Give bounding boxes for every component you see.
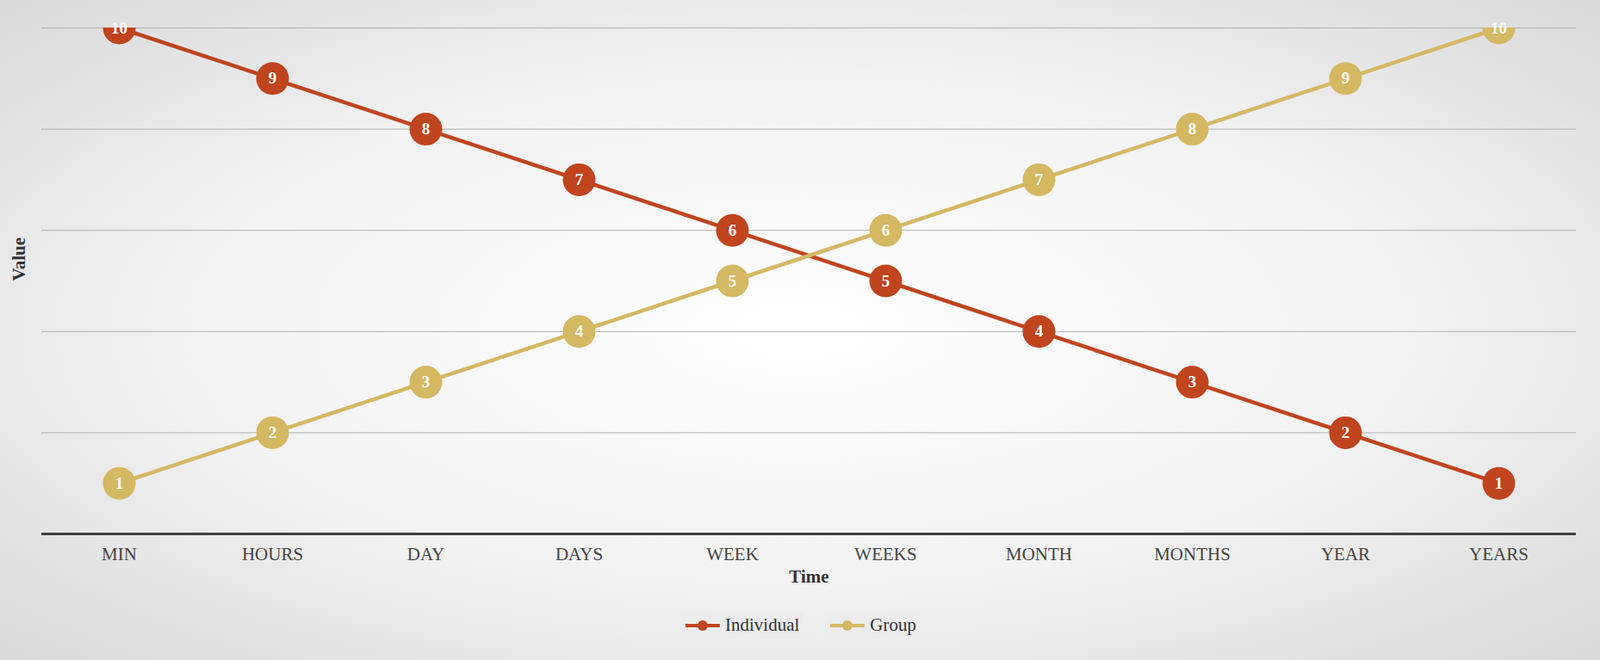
svg-text:9: 9 (268, 68, 278, 87)
svg-text:2: 2 (1341, 423, 1351, 442)
svg-text:5: 5 (728, 272, 738, 291)
svg-text:MIN: MIN (101, 544, 137, 565)
svg-text:4: 4 (1035, 322, 1044, 341)
svg-text:WEEKS: WEEKS (854, 544, 917, 565)
svg-text:YEARS: YEARS (1469, 544, 1529, 565)
html-text:Individual: Individual (725, 614, 800, 636)
svg-text:YEAR: YEAR (1320, 544, 1371, 565)
svg-text:Value: Value (8, 237, 30, 282)
svg-text:7: 7 (575, 170, 584, 189)
svg-text:MONTH: MONTH (1005, 544, 1073, 565)
html-text:Group: Group (870, 614, 917, 636)
svg-text:1: 1 (1494, 474, 1504, 493)
svg-text:5: 5 (881, 272, 891, 291)
svg-text:6: 6 (728, 221, 738, 240)
svg-text:DAYS: DAYS (555, 544, 603, 565)
svg-text:10: 10 (1490, 18, 1507, 38)
svg-text:8: 8 (1188, 119, 1197, 138)
svg-text:2: 2 (268, 423, 278, 442)
svg-text:WEEK: WEEK (706, 544, 759, 565)
svg-text:Time: Time (788, 566, 829, 588)
svg-text:3: 3 (1188, 372, 1197, 391)
svg-text:1: 1 (115, 474, 125, 493)
svg-text:4: 4 (575, 322, 584, 341)
svg-text:3: 3 (421, 372, 431, 391)
svg-text:DAY: DAY (407, 544, 446, 565)
svg-text:10: 10 (111, 18, 128, 38)
svg-text:8: 8 (421, 119, 431, 138)
svg-text:HOURS: HOURS (241, 544, 304, 565)
svg-text:7: 7 (1035, 170, 1044, 189)
svg-text:6: 6 (881, 221, 891, 240)
svg-text:MONTHS: MONTHS (1153, 544, 1231, 565)
svg-text:9: 9 (1341, 68, 1351, 87)
